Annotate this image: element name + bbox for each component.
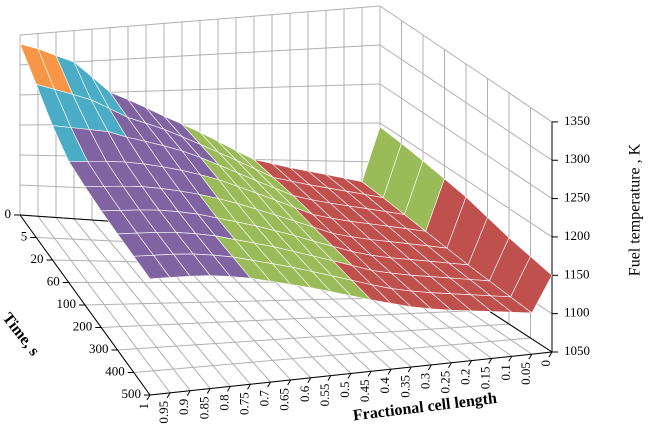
x-tick [166, 392, 171, 399]
x-tick [347, 373, 352, 379]
x-tick [528, 353, 533, 360]
x-tick-label: 0.75 [236, 392, 251, 415]
surface [19, 43, 553, 314]
wall-grid-line [379, 122, 553, 238]
x-tick [186, 390, 191, 396]
floor-grid-line [101, 309, 488, 328]
y-tick-label: 0 [5, 206, 12, 221]
x-tick [247, 383, 251, 390]
x-tick-label: 0.25 [437, 371, 452, 394]
y-tick-label: 20 [31, 251, 44, 266]
wall-grid-line [19, 44, 381, 66]
x-tick [206, 388, 211, 394]
x-tick [427, 364, 432, 371]
x-tick [468, 360, 473, 366]
x-tick-label: 0.65 [277, 388, 292, 411]
z-tick-label: 1350 [564, 113, 590, 128]
x-tick [327, 375, 332, 381]
x-tick [488, 358, 493, 364]
y-axis-title: Time, s [0, 310, 43, 359]
x-tick-label: 0.9 [176, 399, 191, 415]
x-tick-label: 0.95 [156, 401, 171, 424]
x-tick-label: 1 [136, 403, 151, 410]
x-tick-label: 0.8 [216, 394, 231, 410]
axis-line [19, 214, 151, 396]
x-tick [287, 379, 292, 386]
y-tick-label: 60 [47, 273, 60, 288]
z-tick-label: 1100 [564, 305, 590, 320]
x-tick-label: 0.1 [498, 364, 513, 380]
y-tick-label: 500 [122, 386, 142, 401]
x-tick [367, 371, 372, 377]
x-tick-label: 0.2 [458, 369, 473, 385]
y-tick-label: 200 [73, 318, 93, 333]
z-tick-label: 1150 [564, 266, 590, 281]
axis-labels: 1 0.95 0.9 0.85 0.8 0.75 0.7 0.65 0.6 0.55 0.5 0.45… [5, 113, 591, 424]
x-tick [548, 351, 553, 358]
x-tick [387, 368, 392, 375]
floor-grid-line [117, 323, 510, 351]
x-tick-label: 0.45 [357, 379, 372, 402]
y-tick-label: 5 [21, 228, 28, 243]
y-tick-label: 400 [105, 363, 125, 378]
x-tick [508, 356, 513, 362]
wall-grid-line [379, 83, 553, 200]
floor-grid-line [133, 337, 531, 373]
axis-line [149, 351, 553, 396]
x-tick-label: 0.6 [297, 385, 312, 402]
x-tick-label: 0.35 [397, 375, 412, 398]
x-tick [407, 366, 412, 373]
x-tick-label: 0.3 [417, 373, 432, 389]
x-tick [448, 362, 452, 369]
x-tick [226, 386, 231, 392]
y-tick-label: 300 [89, 341, 109, 356]
z-tick-label: 1250 [564, 190, 590, 205]
x-tick-label: 0.4 [377, 377, 392, 394]
wall-grid-line [379, 5, 553, 123]
z-tick-label: 1200 [564, 228, 590, 243]
x-tick-label: 0.7 [257, 390, 272, 407]
z-axis-title: Fuel temperature , K [627, 143, 644, 276]
wall-grid-line [379, 44, 553, 161]
x-tick [267, 381, 272, 388]
z-tick-label: 1050 [564, 343, 590, 358]
x-tick [307, 377, 312, 384]
x-axis-title: Fractional cell length [352, 390, 498, 425]
x-tick-label: 0.05 [518, 362, 533, 385]
surface-cell [510, 255, 553, 314]
x-tick-label: 0.85 [196, 397, 211, 420]
y-tick-label: 100 [57, 296, 77, 311]
x-tick-label: 0.5 [337, 382, 352, 398]
z-tick-label: 1300 [564, 151, 590, 166]
x-tick [146, 394, 151, 401]
x-tick-label: 0 [538, 360, 553, 367]
wall-grid-line [19, 5, 381, 36]
x-tick-label: 0.15 [478, 366, 493, 389]
x-tick-label: 0.55 [317, 384, 332, 407]
